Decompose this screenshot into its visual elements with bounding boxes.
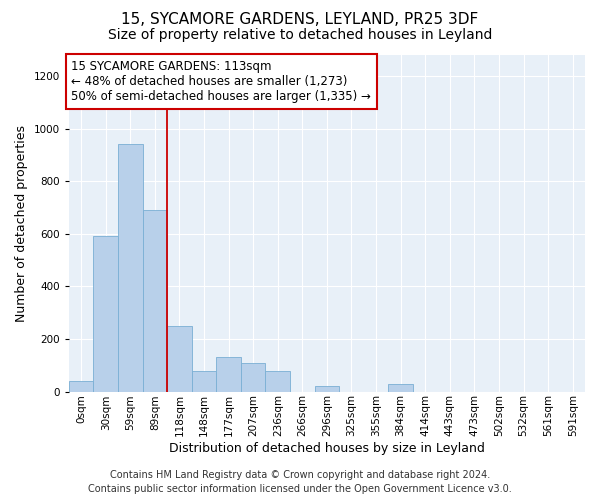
Text: Size of property relative to detached houses in Leyland: Size of property relative to detached ho… bbox=[108, 28, 492, 42]
Bar bbox=[94, 236, 118, 392]
Text: Contains HM Land Registry data © Crown copyright and database right 2024.
Contai: Contains HM Land Registry data © Crown c… bbox=[88, 470, 512, 494]
Bar bbox=[217, 358, 241, 392]
Bar bbox=[265, 370, 290, 392]
Bar bbox=[388, 384, 413, 392]
Bar bbox=[118, 144, 143, 392]
Bar bbox=[143, 210, 167, 392]
Bar bbox=[314, 386, 339, 392]
Bar bbox=[167, 326, 192, 392]
Text: 15, SYCAMORE GARDENS, LEYLAND, PR25 3DF: 15, SYCAMORE GARDENS, LEYLAND, PR25 3DF bbox=[121, 12, 479, 28]
X-axis label: Distribution of detached houses by size in Leyland: Distribution of detached houses by size … bbox=[169, 442, 485, 455]
Text: 15 SYCAMORE GARDENS: 113sqm
← 48% of detached houses are smaller (1,273)
50% of : 15 SYCAMORE GARDENS: 113sqm ← 48% of det… bbox=[71, 60, 371, 103]
Bar bbox=[192, 370, 217, 392]
Bar bbox=[241, 362, 265, 392]
Y-axis label: Number of detached properties: Number of detached properties bbox=[15, 125, 28, 322]
Bar bbox=[69, 381, 94, 392]
